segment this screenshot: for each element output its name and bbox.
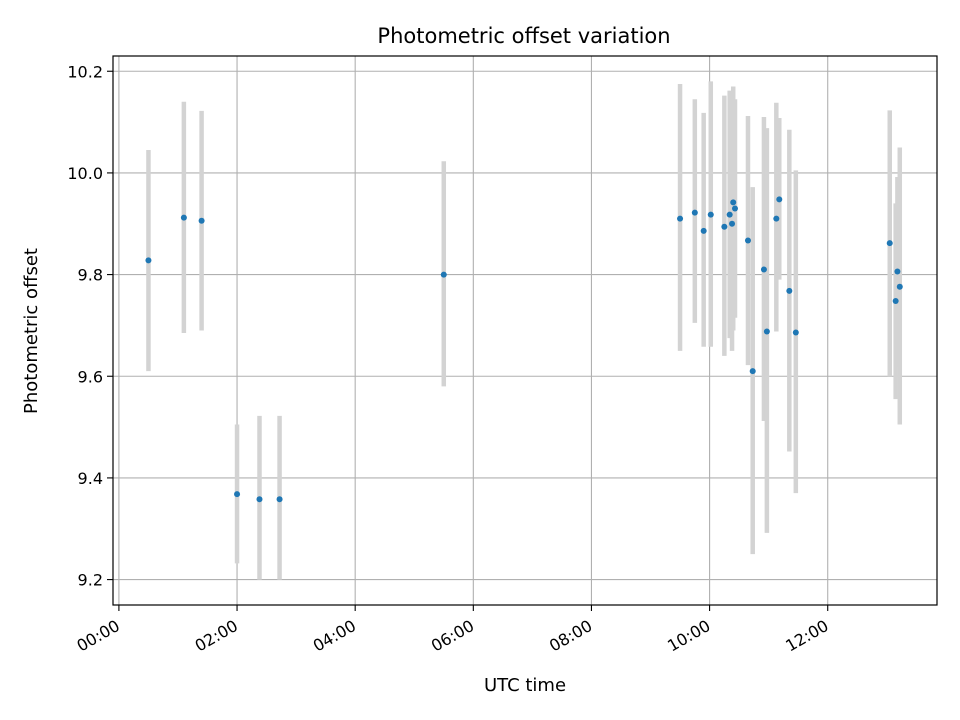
y-tick-label: 9.8 [78,266,103,285]
data-point [786,287,793,294]
data-point [763,328,770,335]
data-point [440,271,447,278]
y-tick-label: 9.2 [78,571,103,590]
data-point [792,329,799,336]
data-point [234,491,241,498]
data-point [896,283,903,290]
y-tick-label: 10.0 [67,164,103,183]
data-point [760,266,767,273]
data-point [731,205,738,212]
chart-title: Photometric offset variation [377,24,670,48]
data-point [707,211,714,218]
data-point [892,298,899,305]
y-tick-label: 9.6 [78,367,103,386]
data-point [145,257,152,264]
data-point [773,215,780,222]
x-axis-label: UTC time [484,675,566,696]
data-point [721,223,728,230]
data-points [145,196,903,503]
y-tick-label: 10.2 [67,62,103,81]
y-axis-ticks: 9.2 9.4 9.6 9.8 10.0 10.2 [67,62,113,590]
data-point [886,240,893,247]
data-point [776,196,783,203]
data-point [894,268,901,275]
data-point [256,496,263,503]
data-point [180,214,187,221]
data-point [744,237,751,244]
data-point [726,211,733,218]
data-point [700,227,707,234]
y-axis-label: Photometric offset [21,248,42,414]
plot-frame [112,55,938,606]
y-tick-label: 9.4 [78,469,103,488]
data-point [276,496,283,503]
data-point [198,217,205,224]
data-point [729,220,736,227]
data-point [691,209,698,216]
data-point [677,215,684,222]
data-point [749,368,756,375]
data-point [730,199,737,206]
